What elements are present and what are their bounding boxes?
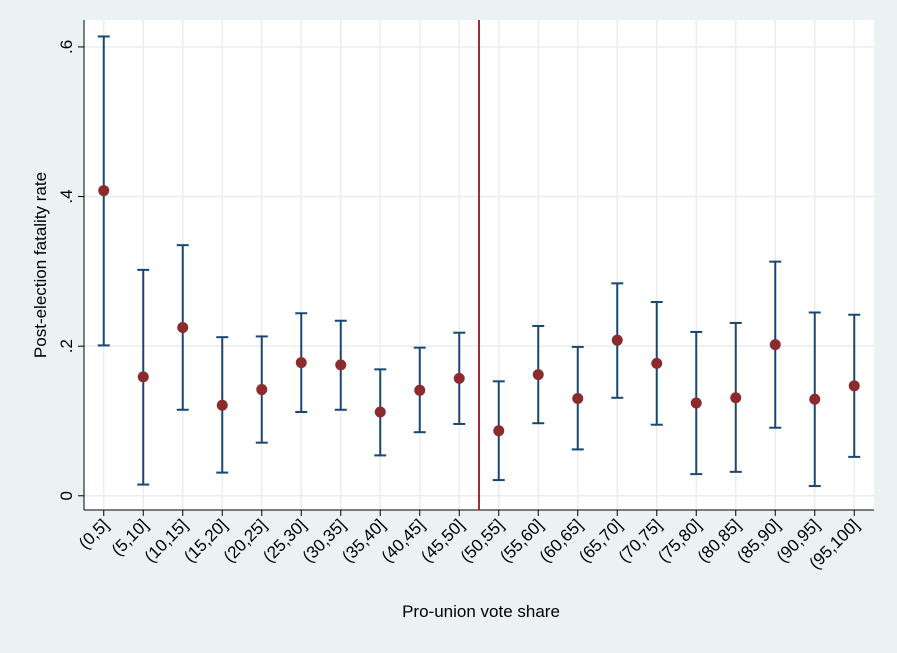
point <box>611 334 623 346</box>
point <box>98 185 110 197</box>
point <box>651 357 663 369</box>
point <box>453 372 465 384</box>
point <box>690 397 702 409</box>
point <box>295 357 307 369</box>
y-tick-label: 0 <box>57 491 76 500</box>
y-axis-title: Post-election fatality rate <box>31 172 50 358</box>
point <box>177 321 189 333</box>
point <box>374 406 386 418</box>
point <box>335 359 347 371</box>
point <box>848 380 860 392</box>
point <box>809 393 821 405</box>
point <box>414 384 426 396</box>
point <box>137 371 149 383</box>
y-tick-label: .6 <box>57 40 76 54</box>
y-tick-label: .4 <box>57 189 76 203</box>
y-tick-label: .2 <box>57 339 76 353</box>
point <box>493 425 505 437</box>
point <box>769 339 781 351</box>
x-axis-title: Pro-union vote share <box>402 602 560 621</box>
point <box>256 384 268 396</box>
point <box>532 369 544 381</box>
point <box>572 393 584 405</box>
point <box>730 392 742 404</box>
point <box>216 399 228 411</box>
